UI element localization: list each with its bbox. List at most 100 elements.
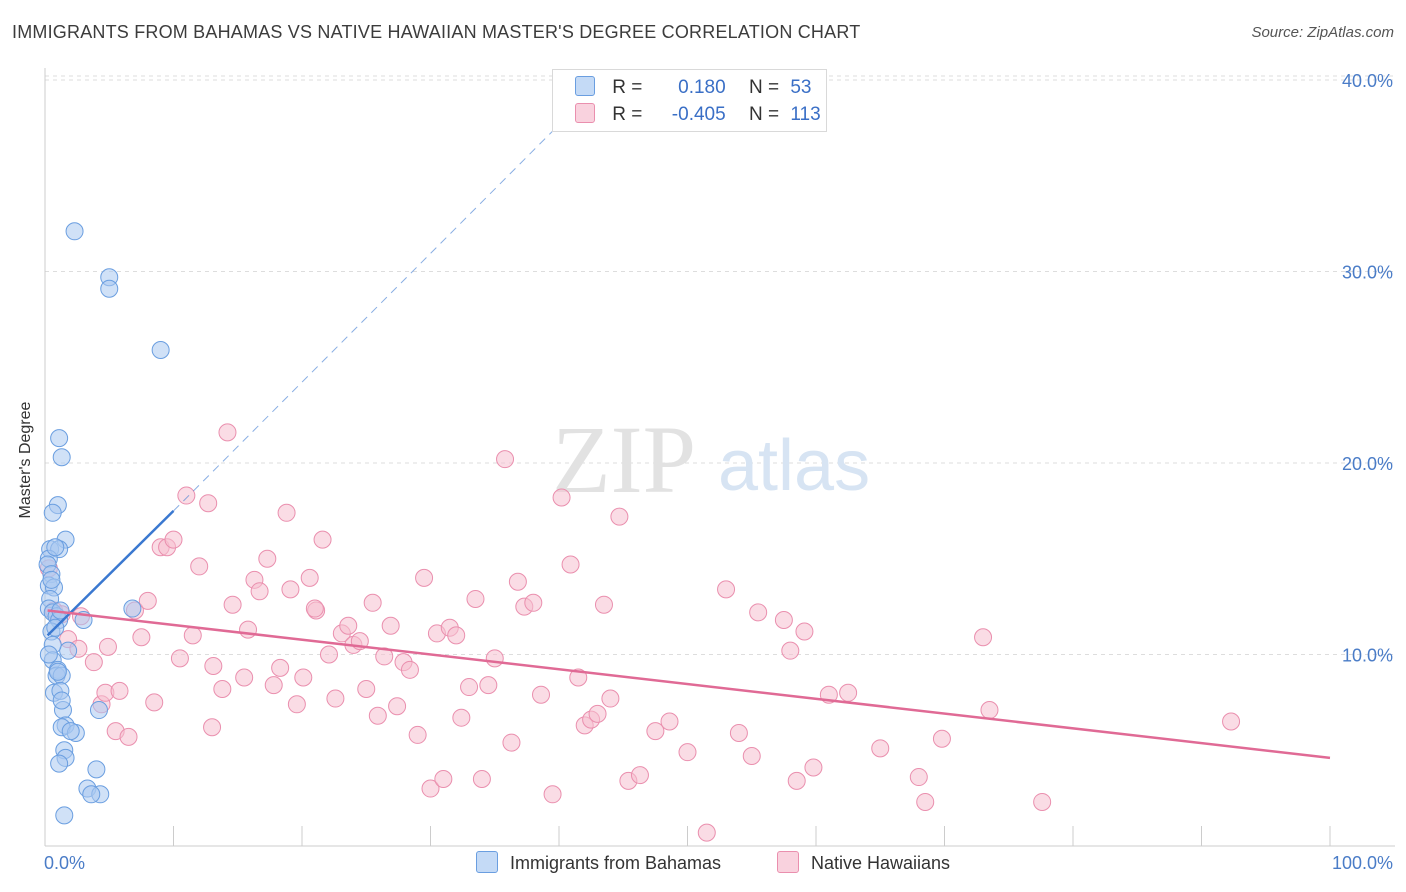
- watermark: ZIP atlas: [552, 406, 870, 513]
- data-point-native-hawaiians: [400, 660, 419, 679]
- data-point-native-hawaiians: [294, 668, 313, 687]
- data-point-native-hawaiians: [313, 530, 332, 549]
- data-point-native-hawaiians: [357, 679, 376, 698]
- bottom-legend-label-hawaiians: Native Hawaiians: [811, 853, 951, 873]
- data-point-native-hawaiians: [774, 611, 793, 630]
- correlation-legend: R = 0.180 N = 53 R = -0.405 N = 113: [552, 69, 827, 132]
- legend-n-label: N =: [748, 77, 780, 98]
- data-point-native-hawaiians: [974, 628, 993, 647]
- data-point-native-hawaiians: [610, 507, 629, 526]
- legend-n-label: N =: [748, 104, 780, 125]
- data-point-bahamas: [42, 570, 61, 589]
- data-point-bahamas: [87, 760, 106, 779]
- data-point-native-hawaiians: [594, 595, 613, 614]
- data-point-native-hawaiians: [646, 722, 665, 741]
- data-point-native-hawaiians: [264, 676, 283, 695]
- data-point-bahamas: [50, 754, 69, 773]
- data-point-native-hawaiians: [363, 593, 382, 612]
- data-point-native-hawaiians: [287, 695, 306, 714]
- data-point-native-hawaiians: [119, 727, 138, 746]
- trend-line-bahamas: [46, 509, 175, 637]
- data-point-bahamas: [39, 645, 58, 664]
- bottom-legend-bahamas: Immigrants from Bahamas: [476, 851, 721, 874]
- y-axis-label: Master's Degree: [17, 401, 34, 519]
- data-point-native-hawaiians: [203, 718, 222, 737]
- data-point-native-hawaiians: [932, 729, 951, 748]
- data-point-native-hawaiians: [601, 689, 620, 708]
- data-point-native-hawaiians: [496, 450, 515, 469]
- data-point-native-hawaiians: [472, 769, 491, 788]
- data-point-native-hawaiians: [781, 641, 800, 660]
- data-point-native-hawaiians: [132, 628, 151, 647]
- data-point-native-hawaiians: [223, 595, 242, 614]
- data-point-bahamas: [61, 722, 80, 741]
- data-point-native-hawaiians: [749, 603, 768, 622]
- data-point-native-hawaiians: [277, 503, 296, 522]
- data-point-native-hawaiians: [1033, 792, 1052, 811]
- legend-row-bahamas: R = 0.180 N = 53: [575, 76, 811, 99]
- x-tick-label-min: 0.0%: [44, 853, 85, 873]
- data-point-bahamas: [46, 538, 65, 557]
- y-tick-label: 40.0%: [1342, 71, 1393, 91]
- data-point-native-hawaiians: [839, 683, 858, 702]
- data-point-bahamas: [123, 599, 142, 618]
- data-point-native-hawaiians: [909, 768, 928, 787]
- data-point-bahamas: [52, 691, 71, 710]
- data-point-native-hawaiians: [145, 693, 164, 712]
- data-point-native-hawaiians: [250, 582, 269, 601]
- watermark-zip: ZIP: [552, 406, 696, 513]
- data-point-bahamas: [43, 503, 62, 522]
- y-axis-label-wrap: Master's Degree: [0, 380, 52, 540]
- data-point-native-hawaiians: [381, 616, 400, 635]
- x-tick-label-max: 100.0%: [1332, 853, 1393, 873]
- data-point-native-hawaiians: [415, 568, 434, 587]
- data-point-bahamas: [100, 279, 119, 298]
- data-point-native-hawaiians: [980, 701, 999, 720]
- data-point-native-hawaiians: [524, 593, 543, 612]
- y-tick-label: 20.0%: [1342, 454, 1393, 474]
- data-point-native-hawaiians: [421, 779, 440, 798]
- data-point-native-hawaiians: [916, 792, 935, 811]
- data-point-bahamas: [151, 341, 170, 360]
- y-tick-label: 10.0%: [1342, 646, 1393, 666]
- data-point-native-hawaiians: [479, 676, 498, 695]
- legend-n-value: 113: [790, 104, 821, 125]
- data-point-native-hawaiians: [183, 626, 202, 645]
- legend-r-label: R =: [612, 104, 643, 125]
- trend-line-bahamas-extension: [173, 117, 566, 512]
- data-point-native-hawaiians: [678, 743, 697, 762]
- data-point-bahamas: [52, 448, 71, 467]
- data-point-native-hawaiians: [434, 769, 453, 788]
- data-point-native-hawaiians: [452, 708, 471, 727]
- bottom-legend-hawaiians: Native Hawaiians: [777, 851, 950, 874]
- data-point-native-hawaiians: [466, 589, 485, 608]
- data-point-native-hawaiians: [305, 599, 324, 618]
- data-point-native-hawaiians: [787, 771, 806, 790]
- data-point-bahamas: [65, 222, 84, 241]
- data-point-native-hawaiians: [190, 557, 209, 576]
- data-point-native-hawaiians: [110, 681, 129, 700]
- data-point-native-hawaiians: [339, 616, 358, 635]
- data-point-native-hawaiians: [502, 733, 521, 752]
- legend-r-value: 0.180: [678, 77, 726, 98]
- data-point-bahamas: [55, 806, 74, 825]
- data-point-native-hawaiians: [697, 823, 716, 842]
- data-point-native-hawaiians: [804, 758, 823, 777]
- data-point-native-hawaiians: [447, 626, 466, 645]
- data-point-native-hawaiians: [588, 704, 607, 723]
- data-point-bahamas: [89, 701, 108, 720]
- data-point-native-hawaiians: [408, 725, 427, 744]
- data-point-native-hawaiians: [717, 580, 736, 599]
- data-point-native-hawaiians: [235, 668, 254, 687]
- data-point-native-hawaiians: [660, 712, 679, 731]
- data-point-native-hawaiians: [532, 685, 551, 704]
- bottom-legend-swatch-hawaiians: [777, 851, 799, 873]
- bahamas-points: [38, 222, 170, 825]
- data-point-native-hawaiians: [485, 649, 504, 668]
- data-point-native-hawaiians: [300, 568, 319, 587]
- chart-title: IMMIGRANTS FROM BAHAMAS VS NATIVE HAWAII…: [12, 22, 861, 42]
- source-credit: Source: ZipAtlas.com: [1251, 24, 1394, 41]
- data-point-native-hawaiians: [543, 785, 562, 804]
- data-point-bahamas: [82, 785, 101, 804]
- data-point-native-hawaiians: [508, 572, 527, 591]
